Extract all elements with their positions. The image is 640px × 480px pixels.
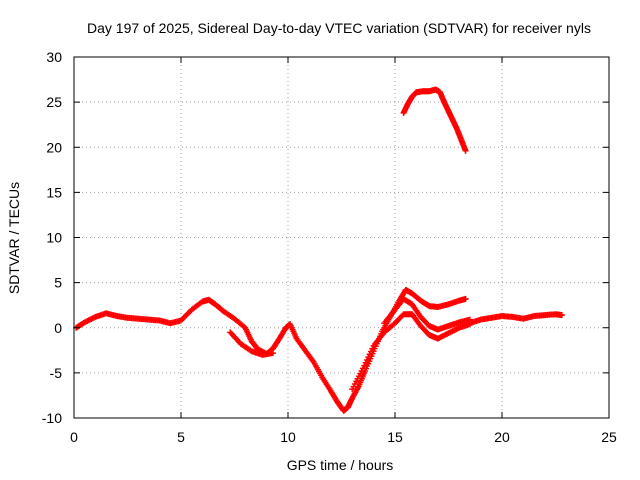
y-tick-label: 10: [46, 230, 62, 246]
y-tick-label: 20: [46, 139, 62, 155]
data-points: [73, 86, 565, 414]
y-tick-label: 15: [46, 184, 62, 200]
y-tick-label: 25: [46, 94, 62, 110]
y-tick-label: -10: [42, 410, 62, 426]
series-upper-arc: [400, 86, 469, 154]
y-tick-label: -5: [50, 365, 63, 381]
x-tick-label: 5: [177, 429, 185, 445]
series-lower-branch: [227, 329, 277, 358]
y-tick-label: 0: [54, 320, 62, 336]
series-tail: [466, 311, 565, 327]
x-tick-label: 25: [601, 429, 617, 445]
x-tick-label: 10: [280, 429, 296, 445]
y-axis-label: SDTVAR / TECUs: [6, 182, 22, 294]
data-point: [270, 350, 277, 357]
x-tick-label: 0: [70, 429, 78, 445]
data-point: [558, 312, 565, 319]
y-tick-label: 30: [46, 49, 62, 65]
x-tick-label: 15: [387, 429, 403, 445]
series-middle-branch: [381, 295, 473, 333]
data-point: [462, 295, 469, 302]
x-tick-label: 20: [494, 429, 510, 445]
x-axis-label: GPS time / hours: [287, 457, 394, 473]
axis-ticks: 0 5 10 15 20 25 -10 -5 0 5 10 15 20 25 30: [42, 49, 617, 445]
series-main: [73, 286, 469, 414]
chart-title: Day 197 of 2025, Sidereal Day-to-day VTE…: [87, 20, 591, 36]
y-tick-label: 5: [54, 275, 62, 291]
series-dip-branch: [349, 311, 473, 393]
grid-lines: [74, 57, 609, 418]
data-point: [462, 147, 469, 154]
